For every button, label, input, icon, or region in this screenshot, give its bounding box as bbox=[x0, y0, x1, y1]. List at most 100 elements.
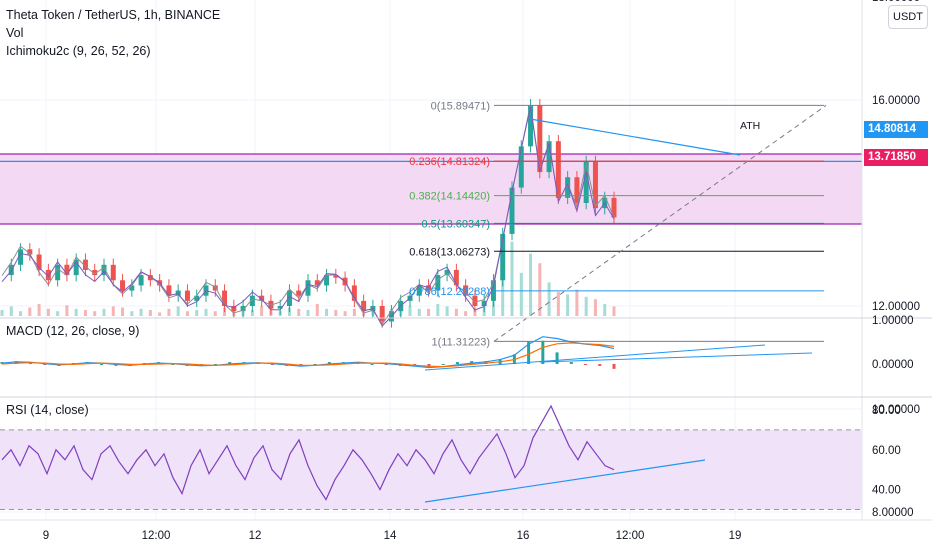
time-axis-label: 19 bbox=[729, 530, 742, 542]
currency-button[interactable]: USDT bbox=[888, 5, 928, 29]
macd-trendline bbox=[539, 352, 813, 363]
volume-bar bbox=[93, 311, 97, 316]
candle-body bbox=[565, 177, 571, 198]
candle-body bbox=[138, 275, 144, 286]
volume-bar bbox=[464, 311, 468, 316]
candle-body bbox=[212, 285, 218, 291]
time-axis-label: 14 bbox=[384, 530, 397, 542]
candle-body bbox=[453, 269, 459, 286]
macd-axis-label: 0.00000 bbox=[872, 359, 914, 371]
volume-bar bbox=[343, 311, 347, 316]
candle-body bbox=[305, 280, 311, 296]
volume-bar bbox=[297, 308, 301, 316]
fib-level-label: 0.236(14.81324) bbox=[409, 156, 490, 168]
candle-body bbox=[92, 269, 98, 276]
ichimoku-label: Ichimoku2c (9, 26, 52, 26) bbox=[6, 44, 151, 58]
volume-bar bbox=[306, 310, 310, 316]
candle-body bbox=[574, 177, 580, 203]
candle-body bbox=[64, 264, 70, 276]
candle-body bbox=[463, 285, 469, 296]
volume-bar bbox=[454, 308, 458, 316]
candle-body bbox=[259, 295, 265, 301]
time-axis-label: 12:00 bbox=[616, 530, 645, 542]
signal-line bbox=[1, 342, 615, 368]
volume-bar bbox=[56, 311, 60, 316]
volume-bar bbox=[529, 253, 533, 316]
price-axis-label: 12.00000 bbox=[872, 301, 920, 313]
macd-histogram-bar bbox=[370, 364, 374, 365]
price-tag-blue: 14.80814 bbox=[864, 121, 928, 138]
ath-trend-line bbox=[493, 105, 827, 342]
fib-level-label: 0.786(12.29288) bbox=[409, 286, 490, 298]
macd-histogram-bar bbox=[228, 362, 232, 364]
symbol-title: Theta Token / TetherUS, 1h, BINANCE bbox=[6, 8, 221, 22]
candle-body bbox=[222, 290, 228, 306]
macd-histogram-bar bbox=[555, 352, 559, 364]
macd-histogram-bar bbox=[313, 364, 317, 365]
macd-trendline bbox=[424, 344, 766, 371]
volume-bar bbox=[176, 306, 180, 316]
volume-bar bbox=[352, 308, 356, 316]
volume-bar bbox=[584, 296, 588, 316]
volume-bar bbox=[37, 304, 41, 316]
macd-histogram-bar bbox=[541, 340, 545, 364]
volume-bar bbox=[538, 263, 542, 316]
volume-bar bbox=[315, 304, 319, 316]
time-axis-label: 12:00 bbox=[142, 530, 171, 542]
volume-bar bbox=[167, 308, 171, 316]
rsi-trendline bbox=[424, 459, 706, 503]
macd-axis-label: 1.00000 bbox=[872, 315, 914, 327]
candle-body bbox=[481, 300, 487, 306]
candle-body bbox=[490, 280, 496, 301]
volume-bar bbox=[519, 272, 523, 316]
volume-bar bbox=[334, 310, 338, 316]
candle-body bbox=[472, 295, 478, 306]
ichimoku-base-line bbox=[1, 106, 615, 327]
volume-bar bbox=[185, 311, 189, 316]
volume-bar bbox=[445, 306, 449, 316]
volume-bar bbox=[83, 310, 87, 316]
candle-body bbox=[555, 141, 561, 198]
macd-histogram-bar bbox=[569, 362, 573, 364]
candle-body bbox=[101, 264, 107, 276]
candle-body bbox=[583, 161, 589, 203]
volume-bar bbox=[28, 307, 32, 316]
candle-body bbox=[45, 269, 51, 281]
candle-body bbox=[110, 264, 116, 281]
candle-body bbox=[324, 275, 330, 286]
volume-bar bbox=[139, 308, 143, 316]
candle-body bbox=[592, 161, 598, 209]
candle-body bbox=[296, 290, 302, 296]
candle-body bbox=[166, 285, 172, 296]
macd-histogram-bar bbox=[43, 364, 47, 365]
volume-bar bbox=[510, 241, 514, 316]
candle-body bbox=[537, 105, 543, 173]
candle-body bbox=[416, 285, 422, 296]
macd-histogram-bar bbox=[455, 362, 459, 364]
descending-trendline bbox=[529, 118, 741, 156]
candle-body bbox=[351, 285, 357, 301]
candle-body bbox=[249, 295, 255, 306]
candle-body bbox=[36, 254, 42, 270]
candle-body bbox=[73, 259, 79, 276]
volume-bar bbox=[250, 310, 254, 316]
volume-bar bbox=[556, 292, 560, 316]
candle-body bbox=[444, 269, 450, 276]
candle-body bbox=[27, 249, 33, 255]
macd-histogram-bar bbox=[527, 341, 531, 364]
volume-bar bbox=[408, 306, 412, 316]
price-tag-current: 13.71850 bbox=[864, 149, 928, 166]
candle-body bbox=[55, 264, 61, 281]
macd-histogram-bar bbox=[384, 364, 388, 365]
volume-bar bbox=[148, 310, 152, 316]
candle-body bbox=[611, 197, 617, 218]
rsi-axis-label: 80.00 bbox=[872, 405, 901, 417]
volume-label: Vol bbox=[6, 26, 24, 40]
volume-bar bbox=[102, 308, 106, 316]
volume-bar bbox=[593, 299, 597, 316]
candle-body bbox=[231, 306, 237, 312]
volume-bar bbox=[260, 306, 264, 316]
candle-body bbox=[528, 105, 534, 147]
candle-body bbox=[333, 275, 339, 278]
